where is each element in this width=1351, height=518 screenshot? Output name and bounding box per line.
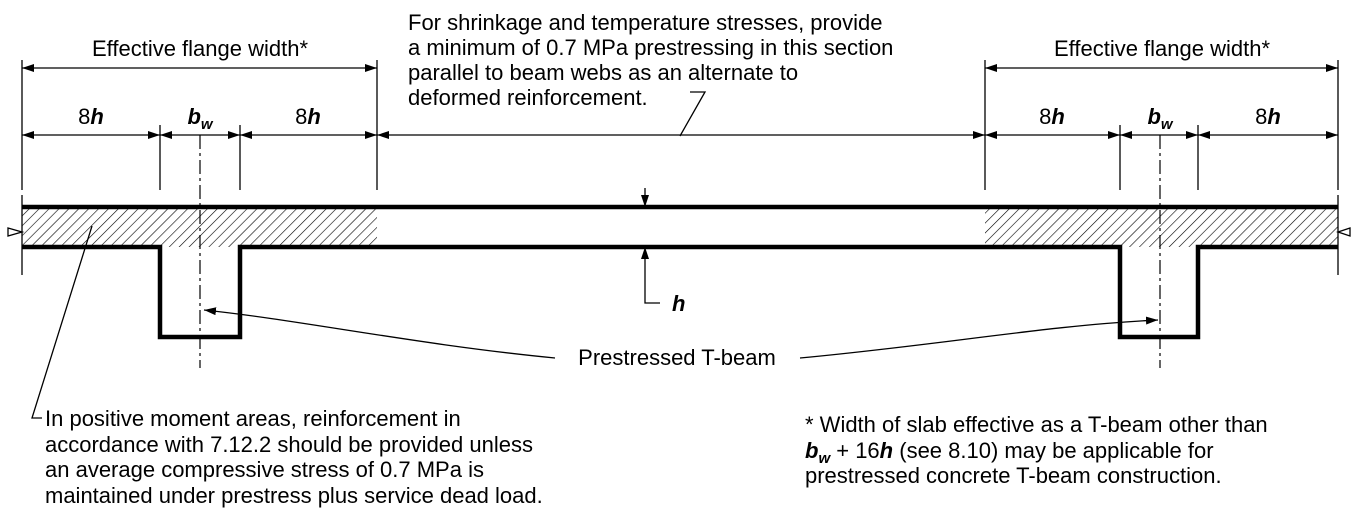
note-line: maintained under prestress plus service … <box>45 483 543 508</box>
note-line: accordance with 7.12.2 should be provide… <box>45 432 533 457</box>
note-line: bw + 16h (see 8.10) may be applicable fo… <box>805 438 1214 467</box>
break-symbol <box>7 227 25 237</box>
dim-label: 8h <box>1255 104 1281 129</box>
flange-label: Effective flange width* <box>1054 36 1270 61</box>
note-line: For shrinkage and temperature stresses, … <box>408 10 882 35</box>
flange-label: Effective flange width* <box>92 36 308 61</box>
break-symbol <box>1335 227 1351 237</box>
note-line: an average compressive stress of 0.7 MPa… <box>45 457 484 482</box>
dim-label: bw <box>187 104 213 133</box>
note-line: a minimum of 0.7 MPa prestressing in thi… <box>408 35 893 60</box>
leader <box>203 307 556 359</box>
dim-label: bw <box>1147 104 1173 133</box>
thickness-arrow <box>641 247 660 304</box>
thickness-label: h <box>672 291 685 316</box>
extension-lines <box>21 60 1339 190</box>
slab-bottom <box>22 244 1338 340</box>
leader <box>799 316 1159 359</box>
flange-hatch <box>985 207 1338 247</box>
note-line: * Width of slab effective as a T-beam ot… <box>805 412 1268 437</box>
beam-label: Prestressed T-beam <box>578 345 776 370</box>
dim-label: 8h <box>78 104 104 129</box>
note-line: parallel to beam webs as an alternate to <box>408 60 798 85</box>
dim-label: 8h <box>295 104 321 129</box>
note-line: prestressed concrete T-beam construction… <box>805 463 1222 488</box>
note-line: deformed reinforcement. <box>408 85 648 110</box>
leader <box>679 91 707 137</box>
leader <box>31 225 93 419</box>
dim-label: 8h <box>1039 104 1065 129</box>
note-line: In positive moment areas, reinforcement … <box>45 406 461 431</box>
